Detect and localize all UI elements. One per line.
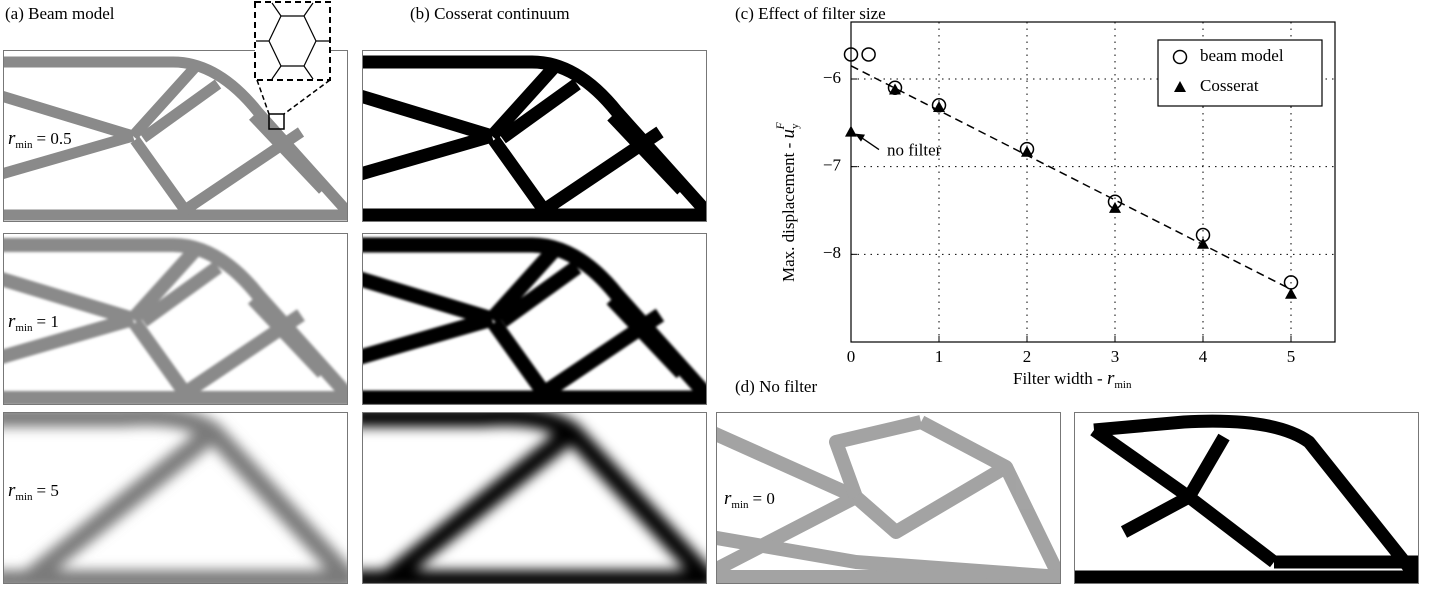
triangle-marker — [845, 126, 857, 137]
label-text: = 0.5 — [37, 129, 72, 148]
label-sub: min — [15, 139, 33, 151]
x-tick-label: 1 — [935, 347, 944, 366]
annotation: no filter — [887, 140, 942, 159]
structure-image — [1069, 412, 1419, 584]
x-tick-label: 2 — [1023, 347, 1032, 366]
x-tick-label: 4 — [1199, 347, 1208, 366]
structure-image — [357, 233, 712, 405]
label-sub: min — [15, 491, 33, 503]
label-text: Filter width - — [1013, 369, 1107, 388]
label-text: Max. displacement - — [779, 138, 798, 282]
y-axis-label: Max. displacement - uyF — [773, 121, 801, 282]
legend: beam model Cosserat — [1158, 40, 1322, 106]
structure-image — [352, 412, 712, 584]
label-text: = 0 — [753, 489, 775, 508]
label-sub: min — [731, 499, 749, 511]
figure: (a) Beam model (b) Cosserat continuum (c… — [0, 0, 1434, 590]
panel-label: (c) Effect of filter size — [735, 4, 886, 23]
triangle-marker — [933, 101, 945, 112]
label-sub: min — [15, 322, 33, 334]
label-text: = 5 — [37, 481, 59, 500]
y-tick-label: −6 — [823, 68, 841, 87]
legend-label: beam model — [1200, 46, 1284, 65]
panel-label: (a) Beam model — [5, 4, 115, 23]
x-tick-label: 3 — [1111, 347, 1120, 366]
triangle-marker — [1021, 146, 1033, 157]
y-tick-label: −8 — [823, 243, 841, 262]
legend-label: Cosserat — [1200, 76, 1259, 95]
panel-label: (b) Cosserat continuum — [410, 4, 570, 23]
images — [0, 50, 1419, 584]
triangle-marker — [1285, 288, 1297, 299]
y-tick-label: −7 — [823, 156, 842, 175]
triangle-marker — [889, 84, 901, 95]
label-text: = 1 — [37, 312, 59, 331]
label-sub: min — [1114, 379, 1132, 391]
label-sub: y — [789, 123, 801, 129]
label-sup: F — [773, 121, 787, 130]
circle-marker — [862, 48, 875, 61]
x-axis-label: Filter width - rmin — [1013, 368, 1132, 390]
annotation-arrowhead — [855, 134, 865, 142]
panel-label: (d) No filter — [735, 377, 817, 396]
structure-image — [357, 50, 712, 222]
chart: 0 1 2 3 4 5 −6 −7 −8 no filter beam model Cosserat F… — [773, 22, 1335, 391]
x-tick-label: 5 — [1287, 347, 1296, 366]
x-tick-label: 0 — [847, 347, 856, 366]
